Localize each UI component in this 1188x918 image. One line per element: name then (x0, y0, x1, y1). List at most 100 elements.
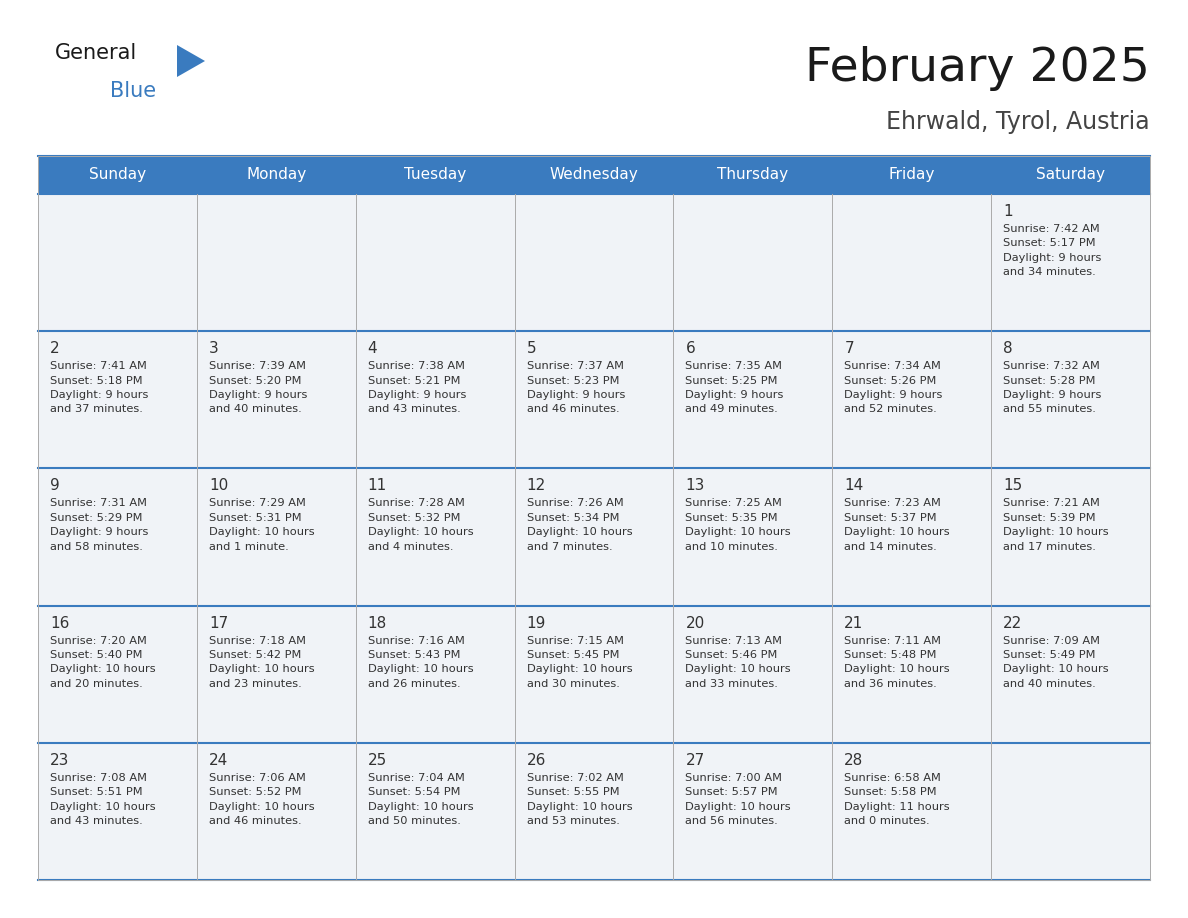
Polygon shape (177, 45, 206, 77)
Bar (514, 331, 674, 468)
Bar (991, 194, 1150, 331)
Text: 23: 23 (50, 753, 69, 767)
Bar (38, 331, 197, 468)
Bar (674, 606, 833, 743)
Text: Sunday: Sunday (89, 167, 146, 183)
Bar (355, 331, 514, 468)
Text: Sunrise: 6:58 AM
Sunset: 5:58 PM
Daylight: 11 hours
and 0 minutes.: Sunrise: 6:58 AM Sunset: 5:58 PM Dayligh… (845, 773, 950, 826)
Bar (38, 468, 197, 606)
Text: Sunrise: 7:29 AM
Sunset: 5:31 PM
Daylight: 10 hours
and 1 minute.: Sunrise: 7:29 AM Sunset: 5:31 PM Dayligh… (209, 498, 315, 552)
Bar (514, 606, 674, 743)
Text: 2: 2 (50, 341, 59, 356)
Text: Sunrise: 7:11 AM
Sunset: 5:48 PM
Daylight: 10 hours
and 36 minutes.: Sunrise: 7:11 AM Sunset: 5:48 PM Dayligh… (845, 635, 950, 688)
Bar (674, 331, 833, 468)
Text: 18: 18 (368, 616, 387, 631)
Text: Sunrise: 7:06 AM
Sunset: 5:52 PM
Daylight: 10 hours
and 46 minutes.: Sunrise: 7:06 AM Sunset: 5:52 PM Dayligh… (209, 773, 315, 826)
Bar (991, 606, 1150, 743)
Text: Monday: Monday (246, 167, 307, 183)
Text: 3: 3 (209, 341, 219, 356)
Text: 22: 22 (1003, 616, 1023, 631)
Text: Sunrise: 7:28 AM
Sunset: 5:32 PM
Daylight: 10 hours
and 4 minutes.: Sunrise: 7:28 AM Sunset: 5:32 PM Dayligh… (368, 498, 473, 552)
Text: 17: 17 (209, 616, 228, 631)
Text: 7: 7 (845, 341, 854, 356)
Text: Tuesday: Tuesday (404, 167, 466, 183)
Text: Wednesday: Wednesday (550, 167, 638, 183)
Text: 1: 1 (1003, 204, 1012, 219)
Bar (514, 468, 674, 606)
Bar (38, 194, 197, 331)
Bar (38, 743, 197, 880)
Text: Sunrise: 7:18 AM
Sunset: 5:42 PM
Daylight: 10 hours
and 23 minutes.: Sunrise: 7:18 AM Sunset: 5:42 PM Dayligh… (209, 635, 315, 688)
Text: Sunrise: 7:02 AM
Sunset: 5:55 PM
Daylight: 10 hours
and 53 minutes.: Sunrise: 7:02 AM Sunset: 5:55 PM Dayligh… (526, 773, 632, 826)
Text: 4: 4 (368, 341, 378, 356)
Text: Friday: Friday (889, 167, 935, 183)
Text: 14: 14 (845, 478, 864, 493)
Text: 10: 10 (209, 478, 228, 493)
Text: General: General (55, 43, 138, 63)
Text: 15: 15 (1003, 478, 1023, 493)
Text: Sunrise: 7:21 AM
Sunset: 5:39 PM
Daylight: 10 hours
and 17 minutes.: Sunrise: 7:21 AM Sunset: 5:39 PM Dayligh… (1003, 498, 1108, 552)
Bar (38, 606, 197, 743)
Text: 28: 28 (845, 753, 864, 767)
Text: Sunrise: 7:34 AM
Sunset: 5:26 PM
Daylight: 9 hours
and 52 minutes.: Sunrise: 7:34 AM Sunset: 5:26 PM Dayligh… (845, 361, 942, 414)
Text: 21: 21 (845, 616, 864, 631)
Text: 24: 24 (209, 753, 228, 767)
Text: Sunrise: 7:26 AM
Sunset: 5:34 PM
Daylight: 10 hours
and 7 minutes.: Sunrise: 7:26 AM Sunset: 5:34 PM Dayligh… (526, 498, 632, 552)
Text: Sunrise: 7:23 AM
Sunset: 5:37 PM
Daylight: 10 hours
and 14 minutes.: Sunrise: 7:23 AM Sunset: 5:37 PM Dayligh… (845, 498, 950, 552)
Bar (833, 331, 991, 468)
Text: 25: 25 (368, 753, 387, 767)
Bar (833, 606, 991, 743)
Text: 27: 27 (685, 753, 704, 767)
Text: 26: 26 (526, 753, 546, 767)
Bar (355, 606, 514, 743)
Text: Sunrise: 7:35 AM
Sunset: 5:25 PM
Daylight: 9 hours
and 49 minutes.: Sunrise: 7:35 AM Sunset: 5:25 PM Dayligh… (685, 361, 784, 414)
Bar (355, 468, 514, 606)
Bar (991, 743, 1150, 880)
Bar (674, 468, 833, 606)
Bar (674, 194, 833, 331)
Bar (833, 468, 991, 606)
Text: Sunrise: 7:38 AM
Sunset: 5:21 PM
Daylight: 9 hours
and 43 minutes.: Sunrise: 7:38 AM Sunset: 5:21 PM Dayligh… (368, 361, 466, 414)
Bar (355, 743, 514, 880)
Text: Sunrise: 7:16 AM
Sunset: 5:43 PM
Daylight: 10 hours
and 26 minutes.: Sunrise: 7:16 AM Sunset: 5:43 PM Dayligh… (368, 635, 473, 688)
Bar (197, 468, 355, 606)
Bar (991, 468, 1150, 606)
Bar (197, 331, 355, 468)
Bar (197, 743, 355, 880)
Text: 9: 9 (50, 478, 59, 493)
Text: Sunrise: 7:39 AM
Sunset: 5:20 PM
Daylight: 9 hours
and 40 minutes.: Sunrise: 7:39 AM Sunset: 5:20 PM Dayligh… (209, 361, 308, 414)
Text: Sunrise: 7:25 AM
Sunset: 5:35 PM
Daylight: 10 hours
and 10 minutes.: Sunrise: 7:25 AM Sunset: 5:35 PM Dayligh… (685, 498, 791, 552)
Text: Sunrise: 7:08 AM
Sunset: 5:51 PM
Daylight: 10 hours
and 43 minutes.: Sunrise: 7:08 AM Sunset: 5:51 PM Dayligh… (50, 773, 156, 826)
Bar (991, 331, 1150, 468)
Text: Ehrwald, Tyrol, Austria: Ehrwald, Tyrol, Austria (886, 110, 1150, 134)
Text: 12: 12 (526, 478, 545, 493)
Text: Sunrise: 7:20 AM
Sunset: 5:40 PM
Daylight: 10 hours
and 20 minutes.: Sunrise: 7:20 AM Sunset: 5:40 PM Dayligh… (50, 635, 156, 688)
Text: 13: 13 (685, 478, 704, 493)
Text: 20: 20 (685, 616, 704, 631)
Text: Sunrise: 7:09 AM
Sunset: 5:49 PM
Daylight: 10 hours
and 40 minutes.: Sunrise: 7:09 AM Sunset: 5:49 PM Dayligh… (1003, 635, 1108, 688)
Text: 11: 11 (368, 478, 387, 493)
Text: 16: 16 (50, 616, 69, 631)
Text: Sunrise: 7:32 AM
Sunset: 5:28 PM
Daylight: 9 hours
and 55 minutes.: Sunrise: 7:32 AM Sunset: 5:28 PM Dayligh… (1003, 361, 1101, 414)
Text: Sunrise: 7:04 AM
Sunset: 5:54 PM
Daylight: 10 hours
and 50 minutes.: Sunrise: 7:04 AM Sunset: 5:54 PM Dayligh… (368, 773, 473, 826)
Text: Sunrise: 7:42 AM
Sunset: 5:17 PM
Daylight: 9 hours
and 34 minutes.: Sunrise: 7:42 AM Sunset: 5:17 PM Dayligh… (1003, 224, 1101, 277)
Bar (514, 743, 674, 880)
Bar (197, 606, 355, 743)
Bar (355, 194, 514, 331)
Text: Saturday: Saturday (1036, 167, 1105, 183)
Text: 19: 19 (526, 616, 546, 631)
Text: February 2025: February 2025 (805, 46, 1150, 91)
Text: Thursday: Thursday (718, 167, 789, 183)
Text: 8: 8 (1003, 341, 1012, 356)
Text: Sunrise: 7:41 AM
Sunset: 5:18 PM
Daylight: 9 hours
and 37 minutes.: Sunrise: 7:41 AM Sunset: 5:18 PM Dayligh… (50, 361, 148, 414)
Text: Sunrise: 7:13 AM
Sunset: 5:46 PM
Daylight: 10 hours
and 33 minutes.: Sunrise: 7:13 AM Sunset: 5:46 PM Dayligh… (685, 635, 791, 688)
Bar (674, 743, 833, 880)
Bar (197, 194, 355, 331)
Bar (514, 194, 674, 331)
Text: Blue: Blue (110, 81, 156, 101)
Bar (833, 194, 991, 331)
Text: Sunrise: 7:31 AM
Sunset: 5:29 PM
Daylight: 9 hours
and 58 minutes.: Sunrise: 7:31 AM Sunset: 5:29 PM Dayligh… (50, 498, 148, 552)
Bar (833, 743, 991, 880)
Bar (38, 156, 1150, 880)
Text: Sunrise: 7:00 AM
Sunset: 5:57 PM
Daylight: 10 hours
and 56 minutes.: Sunrise: 7:00 AM Sunset: 5:57 PM Dayligh… (685, 773, 791, 826)
